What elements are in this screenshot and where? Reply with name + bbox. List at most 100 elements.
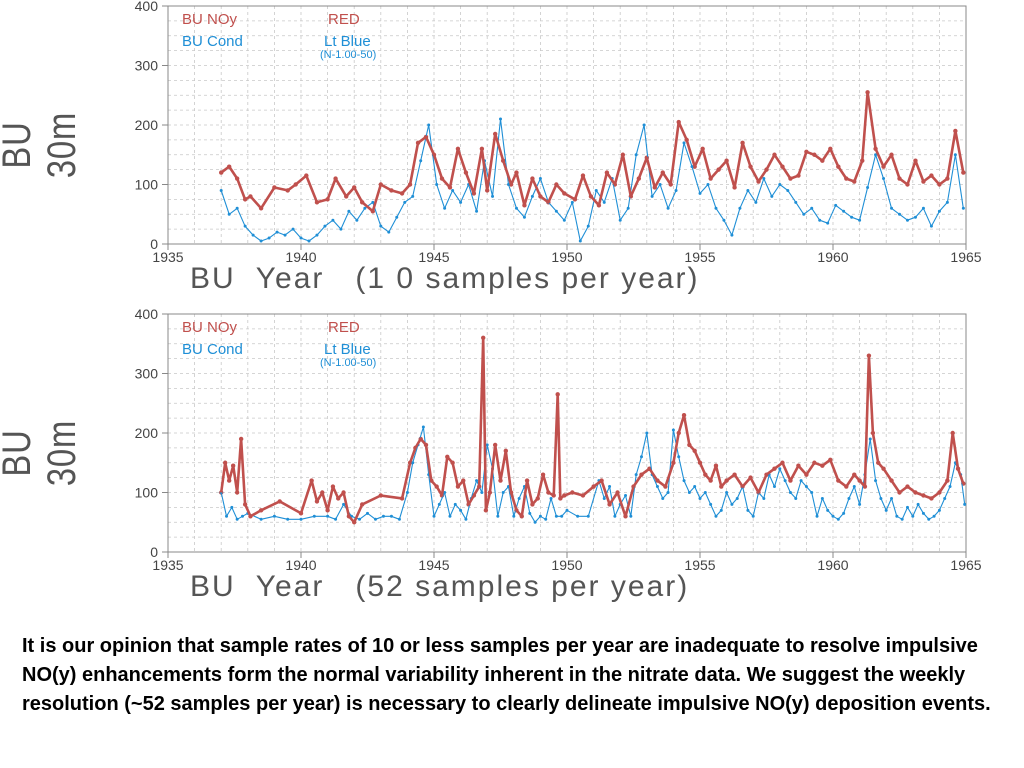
data-point bbox=[802, 212, 806, 216]
y-axis-label: BU 30m bbox=[0, 419, 84, 487]
data-point bbox=[355, 218, 359, 222]
data-point bbox=[799, 479, 803, 483]
data-point bbox=[366, 511, 369, 515]
data-point bbox=[666, 491, 670, 494]
data-point bbox=[618, 218, 622, 222]
data-point bbox=[533, 520, 537, 524]
data-point bbox=[602, 496, 606, 500]
data-point bbox=[874, 479, 878, 483]
data-point bbox=[291, 227, 295, 231]
data-point bbox=[342, 502, 346, 506]
data-point bbox=[554, 209, 558, 213]
data-point bbox=[464, 517, 468, 521]
data-point bbox=[307, 239, 311, 243]
data-point bbox=[842, 209, 846, 213]
data-point bbox=[815, 514, 819, 518]
data-point bbox=[624, 493, 628, 497]
chart-panel-bottom: BU 30m 0 100 200 300 400 1935 1940 1945 1950 1955… bbox=[0, 308, 1024, 618]
data-point bbox=[943, 496, 947, 500]
legend-label: BU Cond bbox=[182, 341, 243, 358]
data-point bbox=[538, 177, 542, 181]
data-point bbox=[666, 206, 670, 210]
data-point bbox=[847, 496, 851, 500]
data-point bbox=[714, 206, 718, 210]
data-point bbox=[746, 188, 750, 192]
data-point bbox=[451, 188, 455, 192]
x-tick-label: 1940 bbox=[285, 557, 316, 573]
data-point bbox=[538, 514, 542, 518]
data-point bbox=[326, 514, 330, 518]
data-point bbox=[395, 215, 399, 219]
data-point bbox=[895, 514, 899, 518]
data-point bbox=[850, 215, 854, 219]
series-line bbox=[220, 118, 964, 242]
data-point bbox=[921, 511, 925, 515]
data-point bbox=[794, 200, 798, 204]
data-point bbox=[586, 224, 590, 228]
data-point bbox=[671, 428, 675, 432]
data-point bbox=[703, 491, 707, 494]
data-point bbox=[517, 496, 521, 500]
data-point bbox=[751, 514, 755, 518]
data-point bbox=[480, 491, 484, 494]
data-point bbox=[419, 159, 423, 163]
data-point bbox=[730, 502, 734, 506]
legend-color-label: Lt Blue bbox=[324, 341, 371, 358]
x-tick-label: 1950 bbox=[551, 249, 582, 265]
data-point bbox=[937, 508, 941, 512]
data-point bbox=[331, 218, 335, 222]
data-point bbox=[443, 206, 447, 210]
x-axis-label: BU Year (52 samples per year) bbox=[190, 570, 690, 603]
data-point bbox=[913, 215, 917, 219]
data-point bbox=[916, 502, 920, 506]
data-point bbox=[225, 514, 229, 518]
data-point bbox=[953, 153, 957, 157]
data-point bbox=[786, 188, 790, 192]
data-point bbox=[570, 200, 574, 204]
data-point bbox=[661, 496, 665, 500]
data-point bbox=[608, 485, 612, 489]
data-point bbox=[437, 502, 441, 506]
data-point bbox=[602, 200, 606, 204]
y-tick-label: 100 bbox=[135, 485, 159, 501]
data-point bbox=[783, 479, 787, 483]
data-point bbox=[459, 508, 463, 512]
legend-label: BU NOy bbox=[182, 319, 238, 336]
data-point bbox=[528, 511, 532, 515]
data-point bbox=[834, 203, 838, 207]
data-point bbox=[762, 496, 766, 500]
data-point bbox=[645, 431, 649, 435]
data-point bbox=[719, 508, 723, 512]
data-point bbox=[363, 206, 367, 210]
data-point bbox=[496, 514, 500, 518]
data-point bbox=[259, 239, 263, 243]
data-point bbox=[230, 505, 234, 509]
y-tick-label: 200 bbox=[135, 117, 159, 133]
data-point bbox=[554, 514, 558, 518]
data-point bbox=[655, 485, 659, 489]
data-point bbox=[762, 177, 766, 181]
data-point bbox=[315, 233, 319, 237]
data-point bbox=[411, 194, 415, 198]
data-point bbox=[818, 218, 822, 222]
chart-plot: 0 100 200 300 400 1935 1940 1945 1950 1955 1960 196… bbox=[135, 0, 982, 265]
data-point bbox=[836, 517, 840, 521]
y-tick-label: 0 bbox=[150, 544, 158, 560]
data-point bbox=[820, 496, 824, 500]
data-point bbox=[937, 209, 941, 213]
data-point bbox=[405, 491, 409, 494]
data-point bbox=[963, 502, 967, 506]
chart-panel-top: BU 30m 0 100 200 300 400 1935 1940 1945 1950 1955… bbox=[0, 0, 1024, 310]
data-point bbox=[334, 517, 338, 521]
data-point bbox=[754, 200, 758, 204]
y-tick-label: 200 bbox=[135, 425, 159, 441]
data-point bbox=[890, 206, 894, 210]
data-point bbox=[373, 517, 377, 521]
data-point bbox=[650, 194, 654, 198]
data-point bbox=[842, 511, 846, 515]
legend-color-label: RED bbox=[328, 11, 360, 28]
series-line bbox=[220, 91, 965, 213]
data-point bbox=[735, 496, 739, 500]
data-point bbox=[565, 508, 569, 512]
data-point bbox=[514, 206, 518, 210]
